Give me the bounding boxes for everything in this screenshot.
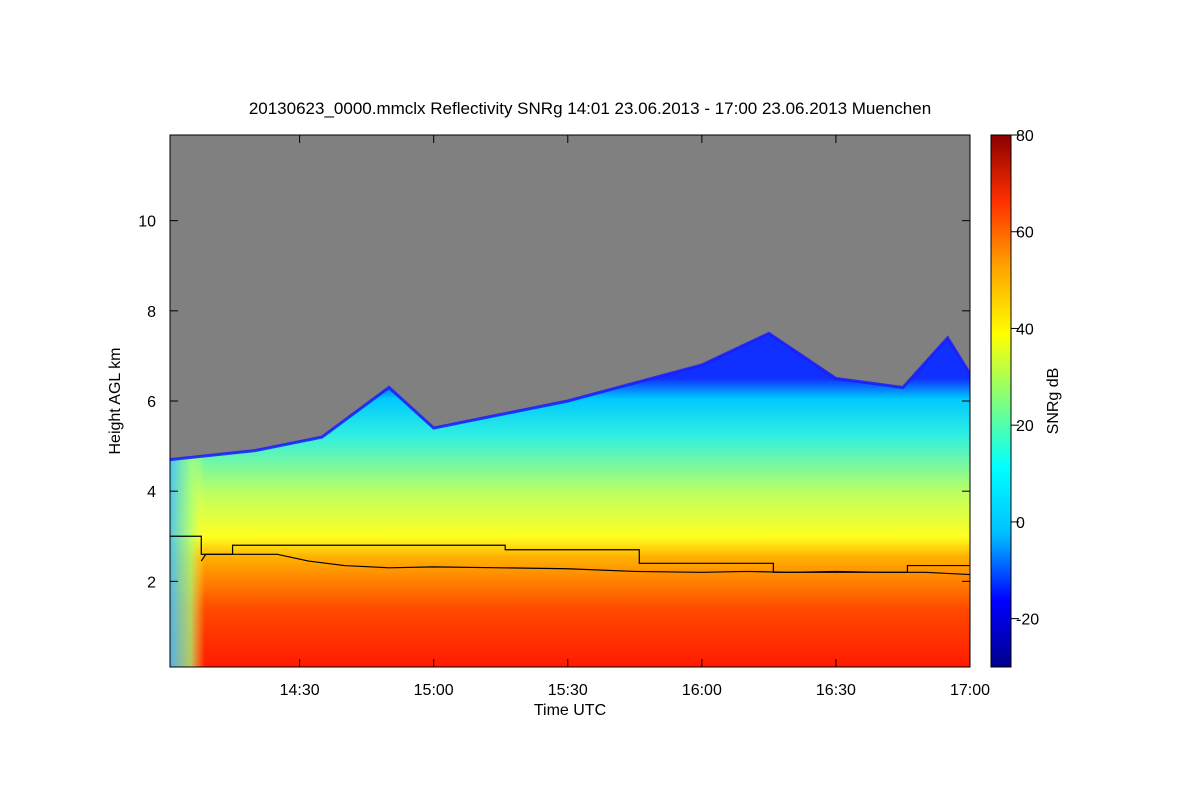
colorbar-tick-label: 20 [1016,418,1034,435]
colorbar-tick-label: -20 [1016,612,1039,629]
chart-title: 20130623_0000.mmclx Reflectivity SNRg 14… [249,99,931,118]
x-tick-label: 15:30 [548,682,588,699]
x-tick-label: 16:00 [682,682,722,699]
colorbar-tick-label: 60 [1016,225,1034,242]
colorbar-label: SNRg dB [1045,368,1062,435]
x-axis: 14:30 15:00 15:30 16:00 16:30 17:00 [280,135,990,699]
colorbar-tick-label: 40 [1016,321,1034,338]
echo-field [170,333,970,667]
x-tick-label: 14:30 [280,682,320,699]
cloud-top-edge [170,331,970,462]
y-tick-label: 10 [138,214,156,231]
colorbar-gradient [990,134,1012,668]
colorbar-tick-label: 0 [1016,515,1025,532]
plot-area [170,135,970,667]
x-tick-label: 16:30 [816,682,856,699]
y-tick-label: 2 [147,574,156,591]
y-axis-label: Height AGL km [107,347,124,454]
colorbar: -20 0 20 40 60 80 SNRg dB [990,128,1062,668]
colorbar-tick-label: 80 [1016,128,1034,145]
x-axis-label: Time UTC [534,702,606,719]
series-layer [170,535,970,576]
y-axis: 2 4 6 8 10 [138,214,970,591]
y-tick-label: 4 [147,484,156,501]
y-tick-label: 8 [147,304,156,321]
series-line-2 [200,553,970,576]
x-tick-label: 17:00 [950,682,990,699]
y-tick-label: 6 [147,394,156,411]
echo-field-early-shading [170,446,345,667]
x-tick-label: 15:00 [414,682,454,699]
colorbar-ticks: -20 0 20 40 60 80 [1011,128,1039,629]
